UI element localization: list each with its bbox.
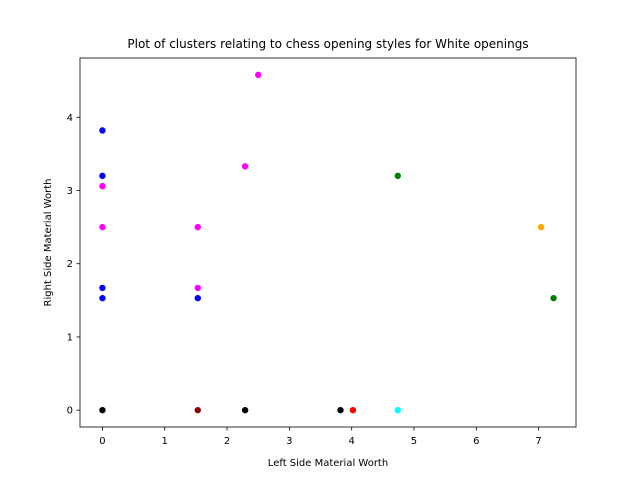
y-tick-label: 2	[67, 259, 73, 270]
data-point	[337, 406, 344, 414]
axes-frame	[79, 57, 577, 428]
y-tick-label: 0	[67, 406, 73, 417]
x-tick-label: 1	[162, 436, 168, 447]
data-point	[241, 163, 249, 170]
x-tick-label: 0	[99, 436, 105, 447]
data-point	[255, 71, 262, 79]
data-point	[99, 406, 106, 414]
x-axis-label: Left Side Material Worth	[268, 458, 388, 469]
data-point	[99, 294, 106, 302]
y-tick-label: 1	[67, 332, 73, 343]
x-axis: 0 1 2 3 4 5 6 7	[99, 427, 542, 447]
data-point	[194, 223, 201, 231]
plot-area	[99, 71, 557, 414]
data-point	[394, 406, 401, 414]
data-point	[99, 127, 106, 134]
y-tick-label: 4	[67, 113, 73, 124]
data-point	[194, 294, 201, 302]
y-axis-label: Right Side Material Worth	[43, 179, 54, 307]
x-tick-label: 2	[224, 436, 230, 447]
data-point	[194, 406, 201, 414]
data-point	[241, 406, 249, 414]
y-tick-label: 3	[67, 186, 73, 197]
data-point	[550, 294, 557, 302]
data-point	[349, 406, 357, 414]
chart-title: Plot of clusters relating to chess openi…	[127, 37, 528, 51]
data-point	[394, 172, 401, 180]
data-point	[99, 172, 106, 180]
data-point	[194, 284, 201, 292]
data-point	[99, 223, 106, 231]
x-tick-label: 6	[473, 436, 479, 447]
x-tick-label: 7	[535, 436, 541, 447]
x-tick-label: 4	[348, 436, 354, 447]
data-point	[99, 182, 106, 190]
y-axis: 0 1 2 3 4	[67, 113, 80, 417]
x-tick-label: 5	[411, 436, 417, 447]
data-point	[537, 223, 545, 231]
data-point	[99, 284, 106, 292]
x-tick-label: 3	[286, 436, 292, 447]
